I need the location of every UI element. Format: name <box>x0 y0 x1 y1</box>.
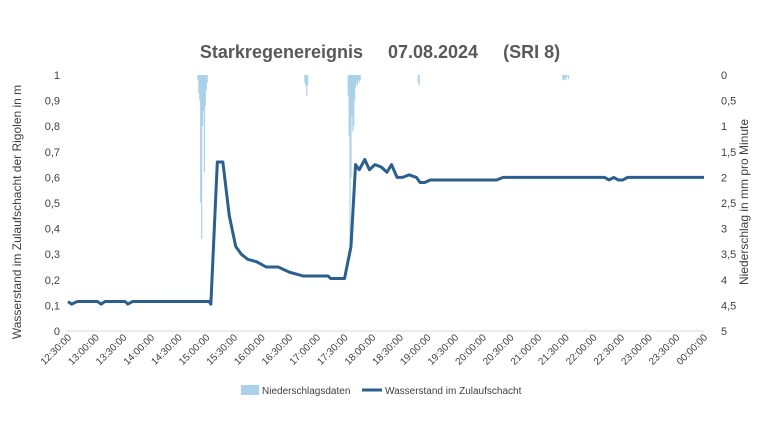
precipitation-bar <box>417 75 419 83</box>
y-right-tick-label: 0,5 <box>721 96 736 108</box>
precipitation-bars <box>197 75 570 250</box>
y-axis-right-label: Niederschlag in mm pro Minute <box>737 119 751 285</box>
precipitation-bar <box>562 75 564 81</box>
precipitation-bar <box>349 75 351 250</box>
legend: Niederschlagsdaten Wasserstand im Zulauf… <box>241 385 522 397</box>
legend-label-precipitation: Niederschlagsdaten <box>262 386 350 397</box>
x-axis-ticks: 12:30:0013:00:0013:30:0014:00:0014:30:00… <box>39 332 711 368</box>
precipitation-bar <box>566 75 568 78</box>
precipitation-bar <box>359 75 361 81</box>
precipitation-bar <box>348 75 350 137</box>
y-left-tick-label: 0,6 <box>45 172 60 184</box>
precipitation-bar <box>351 75 353 116</box>
precipitation-bar <box>347 75 349 96</box>
precipitation-bar <box>201 75 203 239</box>
precipitation-bar <box>358 75 360 83</box>
precipitation-bar <box>356 75 358 86</box>
precipitation-bar <box>355 75 357 88</box>
precipitation-bar <box>306 75 308 96</box>
precipitation-bar <box>352 75 354 132</box>
precipitation-bar <box>357 75 359 81</box>
y-axis-right-ticks: 0 0,5 1 1,5 2 2,5 3 3,5 4 4,5 5 <box>721 70 736 338</box>
precipitation-bar <box>206 75 208 83</box>
precipitation-bar <box>204 75 206 106</box>
legend-label-water-level: Wasserstand im Zulaufschacht <box>385 386 522 397</box>
precipitation-bar <box>563 75 565 81</box>
precipitation-bar <box>418 75 420 86</box>
y-right-tick-label: 2,5 <box>721 198 736 210</box>
y-right-tick-label: 3 <box>721 224 727 236</box>
y-axis-left-ticks: 0 0,1 0,2 0,3 0,4 0,5 0,6 0,7 0,8 0,9 1 <box>45 70 60 338</box>
precipitation-bar <box>202 75 205 111</box>
y-left-tick-label: 0 <box>54 326 60 338</box>
precipitation-bar <box>203 75 205 173</box>
y-right-tick-label: 4,5 <box>721 300 736 312</box>
precipitation-bar <box>350 75 352 178</box>
precipitation-bar <box>307 75 309 86</box>
precipitation-bar <box>564 75 566 78</box>
y-right-tick-label: 5 <box>721 326 727 338</box>
y-left-tick-label: 0,2 <box>45 275 60 287</box>
y-right-tick-label: 2 <box>721 172 727 184</box>
precipitation-bar <box>353 75 355 127</box>
precipitation-bar <box>205 75 207 91</box>
precipitation-bar <box>354 75 356 101</box>
precipitation-bar <box>355 75 358 83</box>
precipitation-bar <box>567 75 570 80</box>
precipitation-bar <box>198 75 200 93</box>
precipitation-bar <box>199 75 201 101</box>
y-left-tick-label: 0,8 <box>45 121 60 133</box>
precipitation-bar <box>304 75 306 83</box>
chart-title: Starkregenereignis 07.08.2024 (SRI 8) <box>200 42 560 62</box>
precipitation-bar <box>202 75 204 127</box>
y-left-tick-label: 0,3 <box>45 249 60 261</box>
y-axis-left-label: Wasserstand im Zulaufschacht der Rigolen… <box>10 85 24 339</box>
y-left-tick-label: 0,1 <box>45 300 60 312</box>
x-tick-label: 00:00:00 <box>675 332 711 368</box>
y-left-tick-label: 0,4 <box>45 224 60 236</box>
y-right-tick-label: 0 <box>721 70 727 82</box>
y-right-tick-label: 3,5 <box>721 249 736 261</box>
y-right-tick-label: 1 <box>721 121 727 133</box>
y-left-tick-label: 1 <box>54 70 60 82</box>
y-left-tick-label: 0,5 <box>45 198 60 210</box>
y-left-tick-label: 0,7 <box>45 147 60 159</box>
precipitation-bar <box>197 75 199 81</box>
water-level-line <box>67 157 704 306</box>
precipitation-bar <box>305 75 307 86</box>
legend-swatch-precipitation <box>241 385 259 395</box>
y-left-tick-label: 0,9 <box>45 96 60 108</box>
precipitation-bar <box>565 75 567 81</box>
water-level-series-line <box>67 157 704 306</box>
y-right-tick-label: 1,5 <box>721 147 736 159</box>
precipitation-bar <box>200 75 202 203</box>
y-right-tick-label: 4 <box>721 275 727 287</box>
